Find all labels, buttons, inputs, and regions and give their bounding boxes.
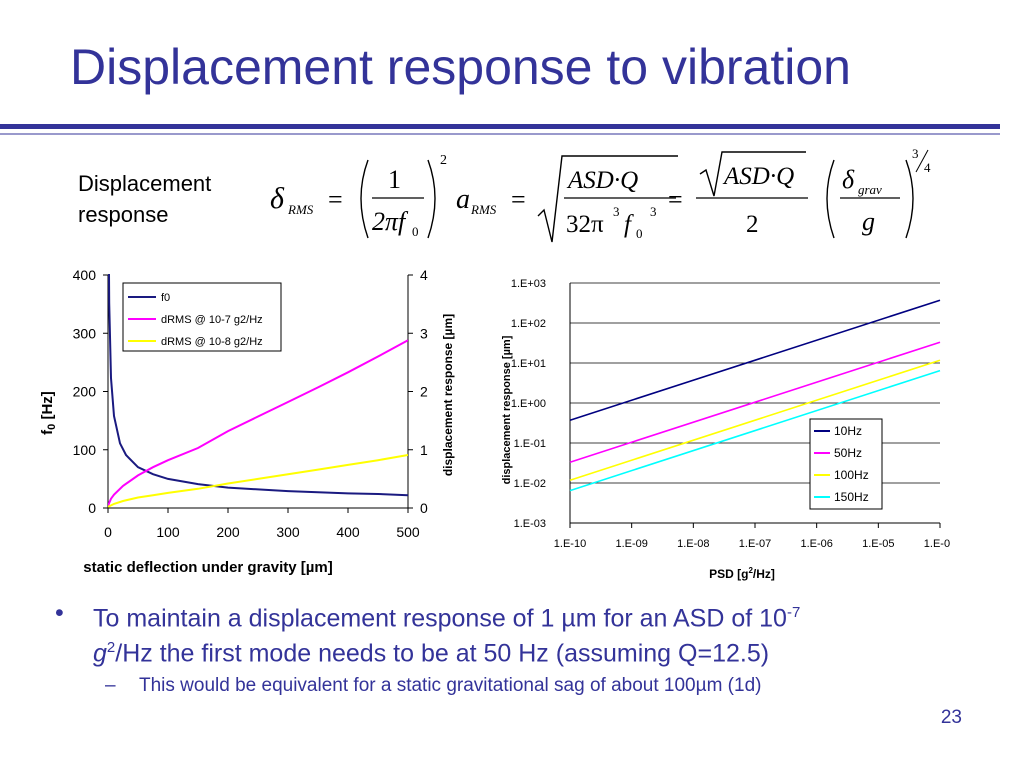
right-y-tick-label: 1.E-03 — [514, 518, 546, 530]
left-x-tick-label: 200 — [216, 524, 240, 540]
left-x-tick-label: 500 — [396, 524, 420, 540]
bullet-main: • To maintain a displacement response of… — [55, 598, 955, 669]
right-x-axis-label: PSD [g2/Hz] — [709, 566, 775, 581]
right-legend-label: 50Hz — [834, 446, 862, 460]
right-series-line-3 — [569, 369, 941, 492]
left-x-tick-label: 100 — [156, 524, 180, 540]
left-legend-label: dRMS @ 10-8 g2/Hz — [161, 336, 263, 348]
left-y-tick-label: 100 — [73, 442, 97, 458]
formula-one: 1 — [388, 165, 401, 194]
left-series-line-2 — [108, 454, 408, 508]
right-y-tick-label: 1.E+03 — [511, 278, 546, 290]
left-y2-axis-label: displacement response [µm] — [441, 314, 455, 476]
left-x-tick-label: 400 — [336, 524, 360, 540]
left-y2-tick-label: 2 — [420, 384, 428, 400]
right-y-tick-label: 1.E+01 — [511, 358, 546, 370]
formula-zero-sub: 0 — [412, 224, 419, 239]
bullet-main-text-1: To maintain a displacement response of 1… — [93, 604, 787, 633]
left-y-tick-label: 300 — [73, 325, 97, 341]
left-y2-tick-label: 3 — [420, 325, 428, 341]
left-legend-label: dRMS @ 10-7 g2/Hz — [161, 314, 263, 326]
right-y-tick-label: 1.E-02 — [514, 478, 546, 490]
formula-two: 2 — [746, 211, 759, 238]
right-y-axis-label: displacement response [µm] — [501, 335, 513, 484]
right-series-line-1 — [569, 341, 941, 463]
bullet-dash: – — [105, 674, 116, 696]
left-x-axis-label: static deflection under gravity [µm] — [83, 559, 333, 576]
left-y-tick-label: 0 — [88, 500, 96, 516]
displacement-formula: δ RMS = 1 2πf 0 2 a RMS = ASD·Q 32π 3 f … — [270, 146, 931, 243]
left-legend-label: f0 — [161, 292, 170, 304]
left-y-tick-label: 200 — [73, 384, 97, 400]
bullet-sub: – This would be equivalent for a static … — [55, 675, 955, 697]
left-series-line-1 — [108, 339, 408, 507]
formula-2pif: 2πf — [372, 207, 409, 236]
right-y-tick-label: 1.E+02 — [511, 318, 546, 330]
left-x-tick-label: 0 — [104, 524, 112, 540]
formula-cube-2: 3 — [650, 204, 657, 219]
right-y-tick-label: 1.E+00 — [511, 398, 546, 410]
bullet-list: • To maintain a displacement response of… — [55, 598, 955, 697]
formula-eq-1: = — [328, 185, 343, 214]
right-plot-area: 1.E-03 1.E-02 1.E-01 1.E+00 1.E+01 1.E+02 1.E+… — [511, 278, 950, 550]
right-x-tick-label: 1.E-06 — [800, 538, 832, 550]
left-plot-area: 0 100 200 300 400 0 1 2 3 4 0 100 200 300 400 500 f0 dRMS… — [73, 267, 428, 540]
formula-a: a — [456, 184, 470, 215]
chart-static-deflection: 0 100 200 300 400 0 1 2 3 4 0 100 200 300 400 500 f0 dRMS… — [39, 267, 455, 576]
formula-sq: 2 — [440, 153, 447, 168]
right-y-tick-label: 1.E-01 — [514, 438, 546, 450]
formula-g: g — [862, 207, 875, 236]
left-y2-tick-label: 1 — [420, 442, 428, 458]
formula-asdq-1: ASD·Q — [566, 167, 638, 194]
formula-rms-sub-2: RMS — [470, 202, 497, 217]
left-legend — [122, 282, 282, 352]
formula-eq-3: = — [668, 185, 683, 214]
formula-f: f — [624, 211, 634, 238]
formula-label-line1: Displacement — [78, 171, 212, 196]
title-rule-thick — [0, 124, 1000, 129]
right-legend-label: 10Hz — [834, 424, 862, 438]
right-series-line-2 — [569, 359, 941, 481]
chart-psd-response: 1.E-03 1.E-02 1.E-01 1.E+00 1.E+01 1.E+02 1.E+… — [501, 278, 950, 581]
title-rule-thin — [0, 133, 1000, 135]
formula-eq-2: = — [511, 185, 526, 214]
right-legend-label: 150Hz — [834, 490, 869, 504]
left-y-axis-label: f0 [Hz] — [39, 391, 58, 435]
right-series-line-0 — [569, 299, 941, 421]
slide-title: Displacement response to vibration — [70, 39, 851, 95]
right-x-tick-label: 1.E-05 — [862, 538, 894, 550]
right-x-tick-label: 1.E-04 — [924, 538, 950, 550]
right-x-tick-label: 1.E-07 — [739, 538, 771, 550]
right-legend-label: 100Hz — [834, 468, 869, 482]
bullet-main-g: g — [93, 639, 107, 668]
formula-exp-den: 4 — [924, 160, 931, 175]
right-legend — [809, 418, 883, 510]
left-series-line-0 — [108, 274, 408, 497]
formula-zero-sub-2: 0 — [636, 226, 643, 241]
right-x-tick-label: 1.E-09 — [615, 538, 647, 550]
page-number: 23 — [940, 707, 962, 728]
formula-delta-grav: δ — [842, 165, 855, 194]
left-y-tick-label: 400 — [73, 267, 97, 283]
formula-grav-sub: grav — [858, 182, 882, 197]
formula-32pi: 32π — [566, 211, 604, 238]
bullet-main-g-exp: 2 — [106, 639, 116, 657]
formula-cube-1: 3 — [613, 204, 620, 219]
right-x-tick-label: 1.E-10 — [554, 538, 586, 550]
formula-asdq-2: ASD·Q — [722, 163, 794, 190]
formula-label: Displacement response — [78, 168, 211, 230]
formula-exp-num: 3 — [912, 146, 919, 161]
formula-rms-sub: RMS — [287, 202, 314, 217]
left-x-tick-label: 300 — [276, 524, 300, 540]
left-y2-tick-label: 0 — [420, 500, 428, 516]
formula-delta: δ — [270, 182, 285, 215]
bullet-dot: • — [55, 599, 64, 627]
right-x-tick-label: 1.E-08 — [677, 538, 709, 550]
formula-label-line2: response — [78, 202, 169, 227]
left-y2-tick-label: 4 — [420, 267, 428, 283]
bullet-main-text-2: /Hz the first mode needs to be at 50 Hz … — [115, 639, 770, 668]
bullet-sub-text: This would be equivalent for a static gr… — [139, 674, 762, 696]
bullet-main-exp: -7 — [786, 604, 801, 621]
